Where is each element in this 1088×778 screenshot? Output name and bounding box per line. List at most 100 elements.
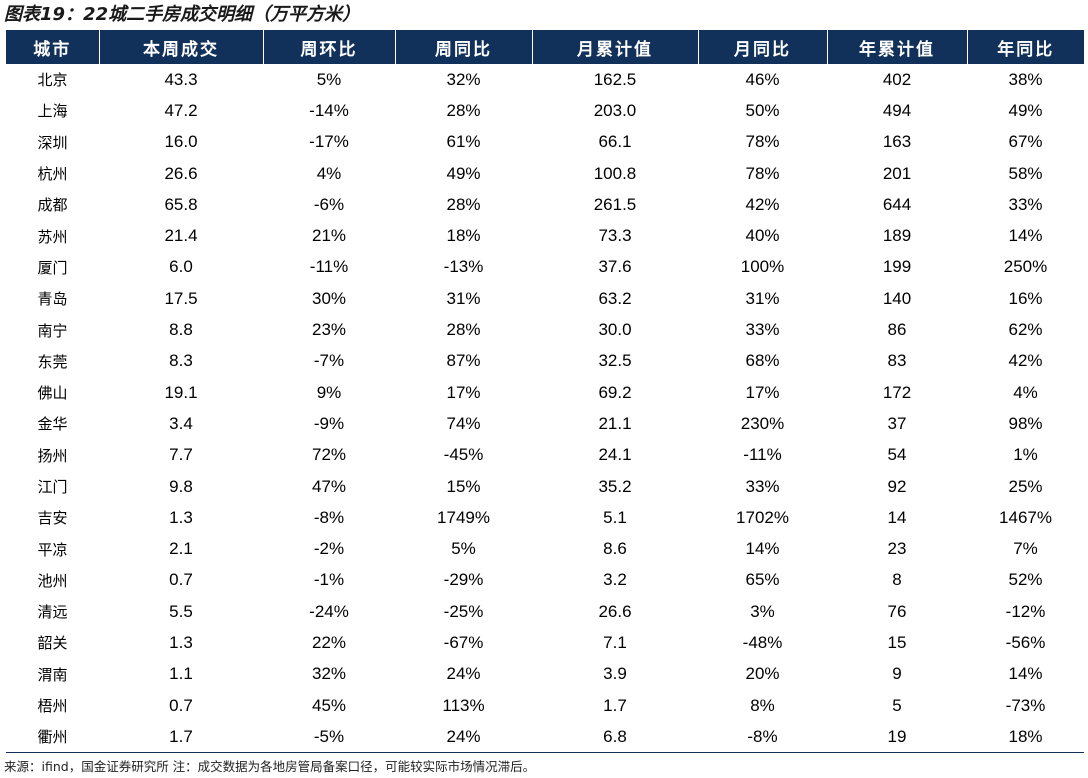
table-row: 衢州 1.7 -5% 24% 6.8 -8% 19 18%	[6, 721, 1084, 754]
value-cell: 38%	[1008, 69, 1043, 89]
value-cell: 8.8	[169, 320, 193, 340]
value-cell: 49%	[1008, 100, 1043, 120]
city-cell: 扬州	[37, 446, 68, 465]
value-cell: 1.7	[99, 721, 263, 754]
table-row: 扬州 7.7 72% -45% 24.1 -11% 54 1%	[6, 440, 1084, 471]
value-cell: 62%	[1008, 320, 1043, 340]
value-cell: 163	[882, 132, 912, 152]
value-cell: 66.1	[598, 132, 632, 152]
value-cell: 7.1	[603, 632, 627, 652]
table-row: 韶关 1.3 22% -67% 7.1 -48% 15 -56%	[6, 627, 1084, 658]
city-cell: 成都	[37, 196, 68, 215]
value-cell: 31%	[446, 288, 481, 308]
table-row: 梧州 0.7 45% 113% 1.7 8% 5 -73%	[6, 690, 1084, 721]
value-cell: 5%	[451, 539, 476, 559]
value-cell: 203.0	[593, 100, 637, 120]
value-cell: -29%	[443, 570, 484, 590]
value-cell: -1%	[313, 570, 345, 590]
table-header-row: 城市 本周成交 周环比 周同比 月累计值 月同比 年累计值 年同比	[6, 30, 1084, 64]
value-cell: -67%	[443, 632, 484, 652]
value-cell: 21.1	[598, 413, 632, 433]
value-cell: 58%	[1008, 163, 1043, 183]
value-cell: 402	[882, 69, 912, 89]
value-cell: -6%	[313, 194, 345, 214]
value-cell: -48%	[742, 632, 783, 652]
value-cell: 33%	[1008, 194, 1043, 214]
value-cell: 14%	[1008, 664, 1043, 684]
value-cell: 28%	[446, 194, 481, 214]
value-cell: 3%	[750, 601, 775, 621]
value-cell: 30.0	[598, 320, 632, 340]
value-cell: 43.3	[164, 69, 198, 89]
city-cell: 上海	[37, 102, 68, 121]
value-cell: 61%	[446, 132, 481, 152]
city-cell: 清远	[37, 603, 68, 622]
value-cell: 28%	[446, 320, 481, 340]
value-cell: 9%	[316, 382, 342, 402]
table-row: 苏州 21.4 21% 18% 73.3 40% 189 14%	[6, 220, 1084, 251]
value-cell: 201	[882, 163, 912, 183]
value-cell: 3.4	[169, 413, 193, 433]
value-cell: 83	[887, 351, 907, 371]
table-row: 金华 3.4 -9% 74% 21.1 230% 37 98%	[6, 408, 1084, 439]
value-cell: -7%	[313, 351, 345, 371]
city-cell: 江门	[37, 478, 68, 496]
value-cell: 78%	[745, 132, 780, 152]
value-cell: 73.3	[598, 226, 632, 246]
city-cell: 佛山	[37, 384, 68, 403]
value-cell: 8.6	[603, 539, 627, 559]
value-cell: 98%	[1008, 413, 1043, 433]
city-cell: 梧州	[37, 697, 68, 716]
value-cell: 42%	[745, 194, 780, 214]
value-cell: 199	[882, 257, 912, 277]
value-cell: 32.5	[598, 351, 632, 371]
value-cell: 22%	[311, 632, 347, 652]
value-cell: 100.8	[593, 163, 637, 183]
table-row: 杭州 26.6 4% 49% 100.8 78% 201 58%	[6, 158, 1084, 189]
table-row: 渭南 1.1 32% 24% 3.9 20% 9 14%	[6, 659, 1084, 690]
table-row: 东莞 8.3 -7% 87% 32.5 68% 83 42%	[6, 346, 1084, 377]
source-note: 来源：ifind，国金证券研究所 注：成交数据为各地房管局备案口径，可能较实际市…	[4, 759, 536, 774]
value-cell: 26.6	[598, 601, 632, 621]
column-header: 周同比	[395, 30, 533, 64]
column-header: 本周成交	[99, 30, 264, 64]
table-row: 深圳 16.0 -17% 61% 66.1 78% 163 67%	[6, 127, 1084, 158]
value-cell: 87%	[446, 351, 481, 371]
city-cell: 苏州	[37, 227, 68, 246]
city-cell: 渭南	[37, 665, 68, 684]
value-cell: 6.0	[169, 257, 193, 277]
value-cell: 45%	[311, 695, 347, 715]
city-cell: 青岛	[37, 290, 68, 309]
value-cell: 1.1	[169, 664, 193, 684]
value-cell: 1.7	[603, 695, 627, 715]
value-cell: -5%	[263, 721, 395, 754]
column-header: 周环比	[263, 30, 396, 64]
value-cell: 50%	[745, 100, 780, 120]
value-cell: -12%	[1005, 601, 1046, 621]
value-cell: 8%	[750, 695, 775, 715]
table-row: 厦门 6.0 -11% -13% 37.6 100% 199 250%	[6, 252, 1084, 283]
value-cell: 113%	[442, 695, 485, 715]
table-row: 池州 0.7 -1% -29% 3.2 65% 8 52%	[6, 565, 1084, 596]
table-row: 成都 65.8 -6% 28% 261.5 42% 644 33%	[6, 189, 1084, 220]
value-cell: -8%	[313, 507, 345, 527]
value-cell: 9	[892, 664, 902, 684]
city-cell: 厦门	[37, 258, 68, 277]
value-cell: 1749%	[437, 507, 490, 527]
value-cell: 52%	[1008, 570, 1043, 590]
value-cell: 20%	[745, 664, 780, 684]
value-cell: 17%	[446, 382, 481, 402]
value-cell: 67%	[1008, 132, 1043, 152]
value-cell: 8	[892, 570, 902, 590]
value-cell: 17%	[745, 382, 780, 402]
value-cell: 17.5	[164, 288, 198, 308]
column-header: 月累计值	[532, 30, 699, 64]
table-row: 平凉 2.1 -2% 5% 8.6 14% 23 7%	[6, 533, 1084, 564]
value-cell: 7.7	[169, 445, 193, 465]
value-cell: 30%	[311, 288, 347, 308]
value-cell: 31%	[745, 288, 780, 308]
value-cell: 25%	[1008, 476, 1043, 496]
column-header: 年同比	[967, 30, 1084, 64]
value-cell: 19	[827, 721, 967, 754]
value-cell: 5%	[316, 69, 342, 89]
